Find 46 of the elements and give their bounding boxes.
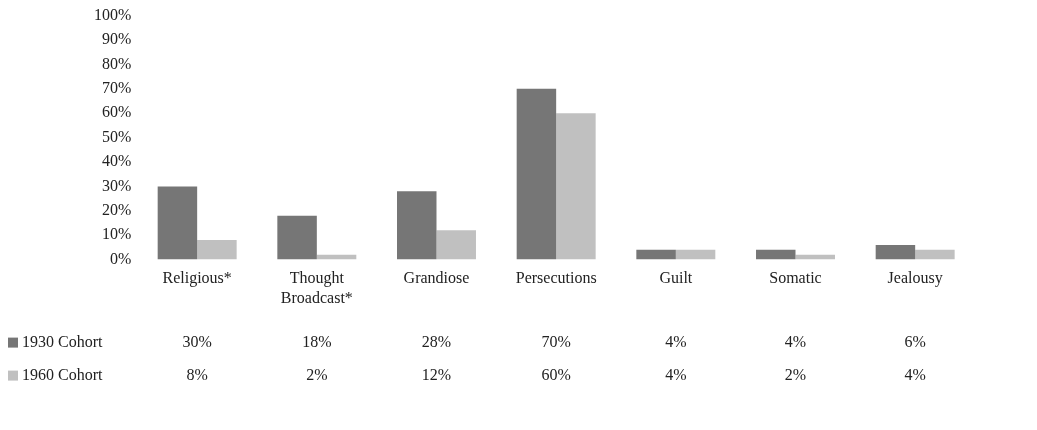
legend-label: 1930 Cohort — [22, 332, 103, 350]
y-tick-label: 10% — [102, 225, 132, 243]
data-label: 12% — [421, 365, 452, 383]
bar — [756, 249, 796, 260]
data-label: 70% — [541, 332, 571, 350]
x-tick-label: Persecutions — [515, 269, 597, 287]
bar — [675, 249, 716, 260]
bar — [397, 191, 437, 260]
y-tick-label: 20% — [102, 201, 132, 218]
bar — [436, 230, 476, 260]
y-tick-label: 30% — [102, 176, 132, 194]
data-label: 28% — [421, 332, 452, 350]
data-label: 2% — [306, 365, 328, 383]
x-tick-label: Thought Broadcast* — [280, 269, 353, 306]
y-tick-label: 80% — [102, 54, 132, 72]
bar — [875, 244, 916, 260]
bar — [516, 88, 557, 260]
x-tick-label: Somatic — [769, 269, 822, 287]
y-tick-label: 50% — [102, 127, 132, 145]
data-label: 4% — [904, 365, 926, 383]
data-label: 2% — [784, 365, 807, 383]
data-label: 30% — [182, 332, 212, 350]
bar — [157, 186, 198, 260]
data-label: 4% — [665, 365, 687, 383]
data-label: 8% — [186, 365, 208, 383]
data-label: 6% — [904, 332, 926, 350]
bar — [197, 240, 237, 260]
data-label: 18% — [302, 332, 332, 350]
y-tick-label: 40% — [102, 152, 132, 170]
bar — [556, 113, 596, 260]
data-label: 60% — [541, 365, 571, 383]
data-label: 4% — [784, 332, 807, 350]
bar — [277, 215, 317, 260]
y-tick-label: 100% — [94, 5, 132, 23]
x-tick-label: Grandiose — [403, 269, 470, 287]
y-tick-label: 60% — [102, 103, 132, 121]
bar — [636, 249, 676, 260]
y-tick-label: 0% — [110, 249, 132, 267]
x-tick-label: Guilt — [659, 269, 693, 287]
data-label: 4% — [665, 332, 687, 350]
bar — [915, 249, 955, 260]
legend-label: 1960 Cohort — [22, 365, 103, 383]
x-tick-label: Religious* — [162, 269, 232, 288]
x-tick-label: Jealousy — [887, 269, 943, 288]
y-tick-label: 90% — [102, 30, 132, 48]
y-tick-label: 70% — [102, 79, 132, 96]
